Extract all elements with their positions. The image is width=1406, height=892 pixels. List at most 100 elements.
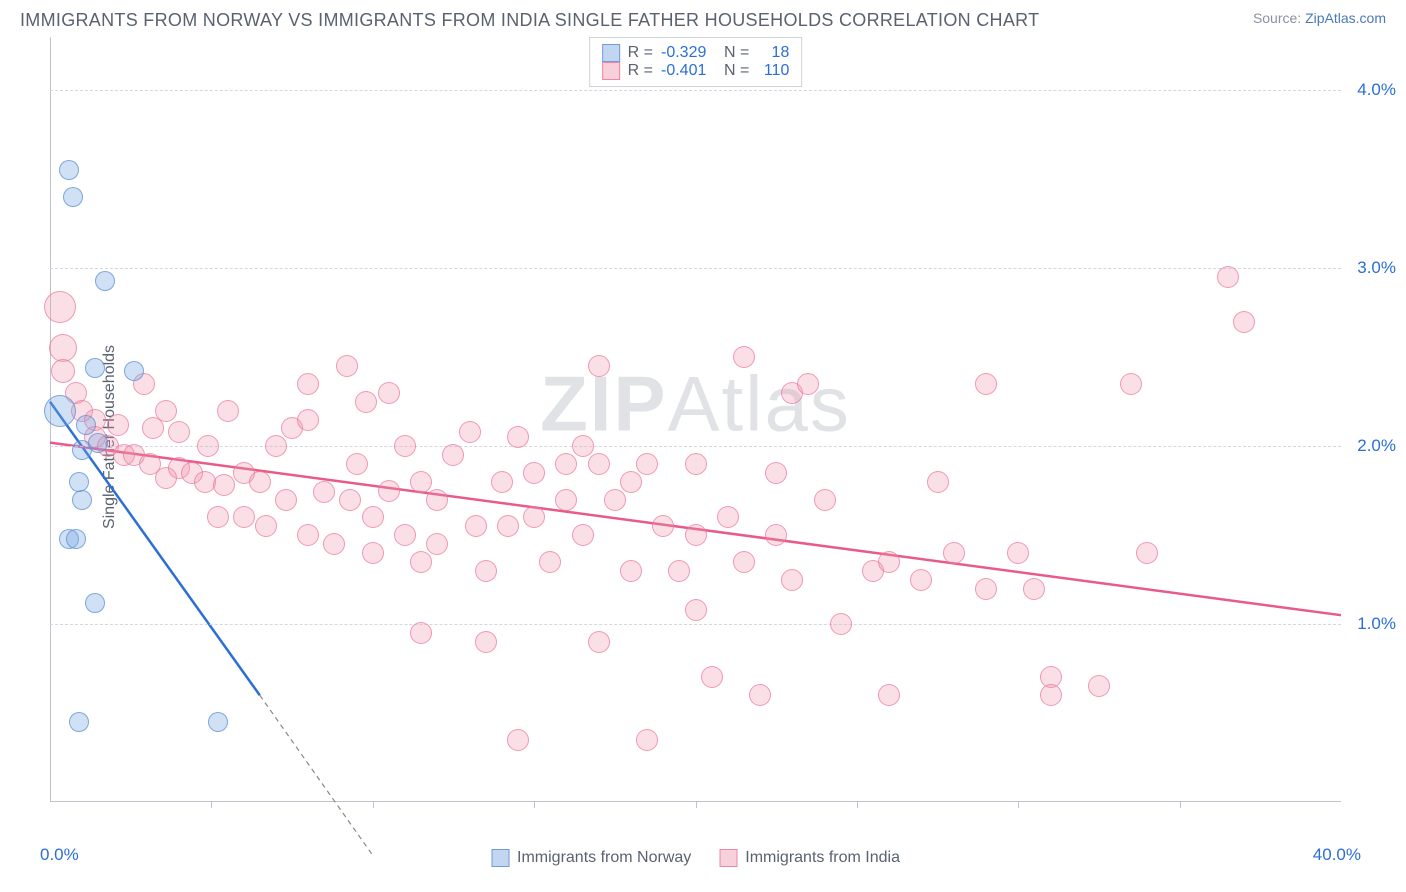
data-point-india: [362, 542, 384, 564]
legend-item-india: Immigrants from India: [719, 849, 900, 867]
data-point-india: [233, 506, 255, 528]
data-point-norway: [95, 271, 115, 291]
legend-row-norway: R = -0.329 N = 18: [602, 44, 790, 62]
data-point-india: [1040, 684, 1062, 706]
data-point-india: [943, 542, 965, 564]
data-point-india: [878, 551, 900, 573]
data-point-norway: [76, 415, 96, 435]
data-point-india: [217, 400, 239, 422]
data-point-india: [604, 489, 626, 511]
data-point-norway: [85, 593, 105, 613]
data-point-norway: [208, 712, 228, 732]
data-point-india: [339, 489, 361, 511]
data-point-norway: [69, 712, 89, 732]
data-point-india: [685, 453, 707, 475]
data-point-india: [107, 414, 129, 436]
data-point-india: [668, 560, 690, 582]
data-point-india: [465, 515, 487, 537]
data-point-india: [636, 729, 658, 751]
ytick-label: 4.0%: [1357, 80, 1396, 100]
data-point-india: [378, 480, 400, 502]
data-point-india: [168, 421, 190, 443]
data-point-india: [313, 481, 335, 503]
legend-row-india: R = -0.401 N = 110: [602, 62, 790, 80]
data-point-india: [297, 524, 319, 546]
swatch-norway: [602, 44, 620, 62]
gridline-y: [50, 90, 1341, 91]
data-point-india: [814, 489, 836, 511]
data-point-india: [197, 435, 219, 457]
data-point-india: [797, 373, 819, 395]
data-point-india: [572, 435, 594, 457]
data-point-india: [620, 471, 642, 493]
data-point-india: [927, 471, 949, 493]
plot-area: ZIPAtlas R = -0.329 N = 18 R = -0.401 N …: [50, 37, 1341, 802]
data-point-norway: [85, 358, 105, 378]
data-point-india: [507, 729, 529, 751]
data-point-india: [701, 666, 723, 688]
chart-title: IMMIGRANTS FROM NORWAY VS IMMIGRANTS FRO…: [20, 10, 1039, 31]
data-point-india: [555, 489, 577, 511]
data-point-norway: [63, 187, 83, 207]
data-point-india: [323, 533, 345, 555]
x-end-label: 40.0%: [1313, 845, 1361, 865]
trend-line: [260, 695, 373, 855]
xtick: [696, 802, 697, 808]
data-point-india: [336, 355, 358, 377]
data-point-india: [572, 524, 594, 546]
data-point-india: [410, 622, 432, 644]
data-point-india: [765, 462, 787, 484]
xtick: [1018, 802, 1019, 808]
data-point-norway: [66, 529, 86, 549]
data-point-india: [507, 426, 529, 448]
data-point-india: [394, 524, 416, 546]
ytick-label: 2.0%: [1357, 436, 1396, 456]
data-point-india: [394, 435, 416, 457]
data-point-india: [636, 453, 658, 475]
data-point-india: [297, 373, 319, 395]
trend-lines-svg: [50, 37, 1341, 802]
data-point-india: [523, 506, 545, 528]
xtick: [211, 802, 212, 808]
data-point-india: [362, 506, 384, 528]
data-point-india: [1233, 311, 1255, 333]
data-point-india: [765, 524, 787, 546]
data-point-india: [975, 373, 997, 395]
xtick: [534, 802, 535, 808]
source-link[interactable]: ZipAtlas.com: [1305, 10, 1386, 26]
data-point-india: [346, 453, 368, 475]
data-point-india: [685, 524, 707, 546]
data-point-india: [1007, 542, 1029, 564]
gridline-y: [50, 268, 1341, 269]
data-point-india: [523, 462, 545, 484]
data-point-india: [1120, 373, 1142, 395]
data-point-india: [497, 515, 519, 537]
data-point-india: [910, 569, 932, 591]
swatch-india: [602, 62, 620, 80]
data-point-india: [51, 359, 75, 383]
data-point-india: [155, 400, 177, 422]
data-point-india: [1088, 675, 1110, 697]
legend-correlation-box: R = -0.329 N = 18 R = -0.401 N = 110: [589, 37, 803, 87]
data-point-india: [1136, 542, 1158, 564]
data-point-india: [749, 684, 771, 706]
data-point-india: [620, 560, 642, 582]
data-point-india: [588, 355, 610, 377]
data-point-norway: [69, 472, 89, 492]
data-point-norway: [59, 160, 79, 180]
data-point-india: [733, 346, 755, 368]
data-point-india: [733, 551, 755, 573]
xtick: [857, 802, 858, 808]
data-point-india: [44, 291, 76, 323]
data-point-india: [652, 515, 674, 537]
data-point-india: [255, 515, 277, 537]
gridline-y: [50, 624, 1341, 625]
data-point-india: [426, 489, 448, 511]
data-point-india: [275, 489, 297, 511]
data-point-india: [297, 409, 319, 431]
data-point-norway: [72, 490, 92, 510]
data-point-india: [475, 560, 497, 582]
data-point-india: [491, 471, 513, 493]
data-point-india: [378, 382, 400, 404]
data-point-india: [49, 334, 77, 362]
